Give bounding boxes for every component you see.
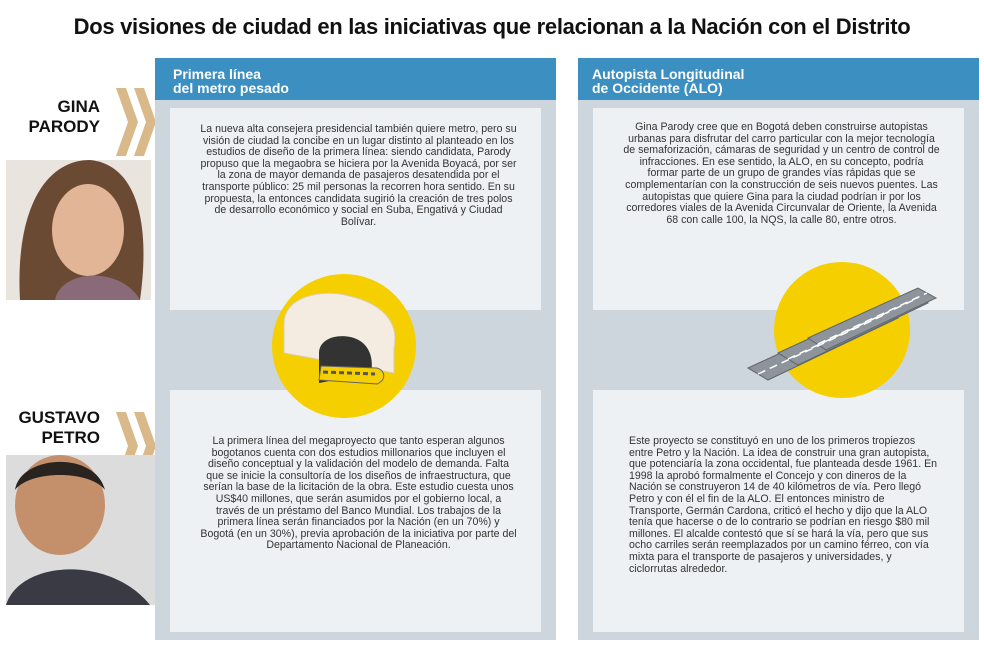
- paragraph: Gina Parody cree que en Bogotá deben con…: [623, 121, 940, 226]
- last-name: PARODY: [28, 117, 100, 136]
- portrait-parody: [6, 160, 151, 300]
- header-line: del metro pesado: [173, 80, 289, 96]
- first-name: GUSTAVO: [18, 408, 100, 427]
- highway-icon: [746, 262, 938, 398]
- title: Dos visiones de ciudad en las iniciativa…: [73, 14, 911, 39]
- column-header: Autopista Longitudinal de Occidente (ALO…: [578, 58, 979, 100]
- header-line: de Occidente (ALO): [592, 80, 723, 96]
- person-name: GUSTAVO PETRO: [18, 408, 100, 448]
- column: Autopista Longitudinal de Occidente (ALO…: [578, 58, 979, 640]
- header-line: Primera línea: [173, 66, 261, 82]
- text-box: Gina Parody cree que en Bogotá deben con…: [593, 108, 964, 310]
- paragraph: Este proyecto se constituyó en uno de lo…: [629, 435, 938, 575]
- person-name: GINA PARODY: [29, 97, 100, 137]
- header-line: Autopista Longitudinal: [592, 66, 745, 82]
- decorations: [6, 88, 156, 605]
- column: Primera línea del metro pesado La nueva …: [155, 58, 556, 640]
- first-name: GINA: [57, 97, 101, 116]
- last-name: PETRO: [41, 428, 100, 447]
- metro-icon: [272, 274, 416, 418]
- paragraph: La nueva alta consejera presidencial tam…: [200, 123, 517, 228]
- column-header: Primera línea del metro pesado: [155, 58, 556, 100]
- text-box: La primera línea del megaproyecto que ta…: [170, 390, 541, 632]
- paragraph: La primera línea del megaproyecto que ta…: [200, 435, 517, 552]
- portrait-petro: [6, 455, 156, 605]
- text-box: Este proyecto se constituyó en uno de lo…: [593, 390, 964, 632]
